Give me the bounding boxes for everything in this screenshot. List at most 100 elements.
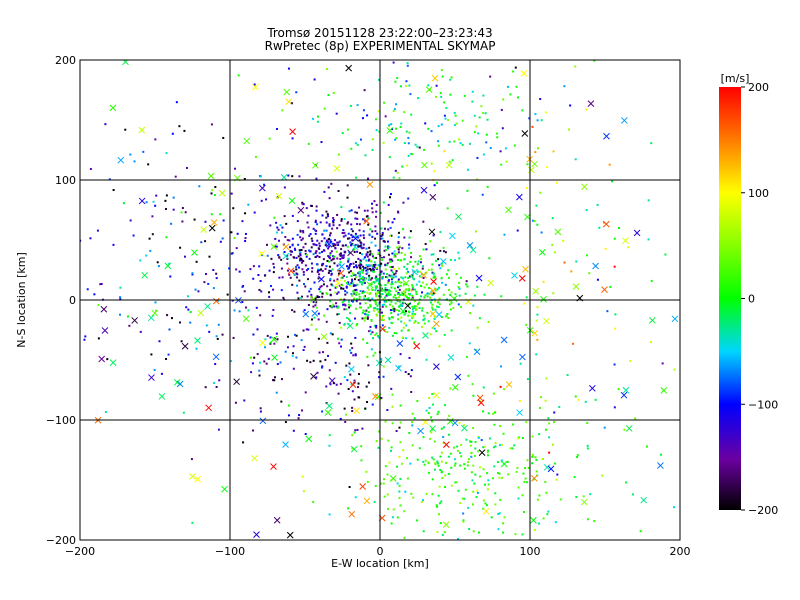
data-point-x bbox=[271, 354, 278, 361]
data-point bbox=[525, 186, 528, 189]
data-point bbox=[328, 224, 331, 227]
data-point bbox=[484, 112, 487, 115]
data-point bbox=[390, 269, 393, 272]
data-point bbox=[157, 265, 160, 268]
data-point bbox=[402, 449, 405, 452]
data-point bbox=[436, 288, 439, 291]
data-point bbox=[365, 470, 368, 473]
data-point bbox=[361, 292, 364, 295]
data-point bbox=[461, 143, 464, 146]
data-point bbox=[384, 283, 387, 286]
data-point bbox=[270, 257, 273, 260]
data-point bbox=[234, 401, 237, 404]
data-point bbox=[217, 323, 220, 326]
data-point-x bbox=[621, 117, 628, 124]
data-point bbox=[358, 206, 361, 209]
data-point bbox=[410, 274, 413, 277]
data-point bbox=[393, 307, 396, 310]
data-point bbox=[380, 287, 383, 290]
data-point bbox=[332, 224, 335, 227]
data-point bbox=[365, 298, 368, 301]
data-point bbox=[586, 422, 589, 425]
data-point bbox=[432, 253, 435, 256]
data-point bbox=[344, 244, 347, 247]
data-point bbox=[273, 266, 276, 269]
data-point bbox=[310, 237, 313, 240]
data-point bbox=[379, 295, 382, 298]
data-point bbox=[301, 268, 304, 271]
data-point bbox=[371, 331, 374, 334]
data-point bbox=[349, 373, 352, 376]
data-point bbox=[437, 125, 440, 128]
data-point bbox=[487, 320, 490, 323]
data-point bbox=[344, 420, 347, 423]
data-point bbox=[660, 453, 663, 456]
data-point bbox=[305, 328, 308, 331]
data-point bbox=[390, 266, 393, 269]
data-point bbox=[476, 326, 479, 329]
data-point bbox=[259, 175, 262, 178]
data-point bbox=[420, 295, 423, 298]
data-point bbox=[165, 236, 168, 239]
data-point bbox=[415, 293, 418, 296]
data-point-x bbox=[253, 531, 260, 538]
data-point bbox=[323, 249, 326, 252]
data-point bbox=[122, 202, 125, 205]
data-point bbox=[312, 253, 315, 256]
data-point bbox=[380, 311, 383, 314]
data-point bbox=[330, 272, 333, 275]
data-point bbox=[275, 221, 278, 224]
data-point bbox=[449, 258, 452, 261]
data-point bbox=[352, 273, 355, 276]
data-point bbox=[351, 278, 354, 281]
data-point-x bbox=[318, 275, 325, 283]
data-point bbox=[477, 450, 480, 453]
data-point bbox=[348, 486, 351, 489]
data-point bbox=[526, 459, 529, 462]
data-point bbox=[446, 207, 449, 210]
data-point bbox=[167, 353, 170, 356]
data-point bbox=[562, 239, 565, 242]
data-point-x bbox=[531, 329, 539, 337]
data-point bbox=[287, 67, 290, 70]
data-point bbox=[355, 176, 358, 179]
data-point bbox=[531, 219, 534, 222]
data-point-x bbox=[520, 69, 528, 77]
data-point bbox=[366, 316, 369, 319]
data-point bbox=[536, 119, 539, 122]
data-point bbox=[574, 158, 577, 161]
data-point bbox=[408, 311, 411, 314]
data-point bbox=[519, 362, 522, 365]
data-point-x bbox=[200, 226, 208, 234]
data-point bbox=[439, 92, 442, 95]
data-point bbox=[128, 324, 131, 327]
data-point bbox=[310, 246, 313, 249]
data-point bbox=[336, 213, 339, 216]
data-point bbox=[396, 280, 399, 283]
data-point-x bbox=[547, 465, 555, 473]
data-point bbox=[589, 493, 592, 496]
data-point bbox=[462, 520, 465, 523]
data-point bbox=[370, 283, 373, 286]
data-point bbox=[265, 362, 268, 365]
data-point bbox=[334, 291, 337, 294]
data-point bbox=[435, 330, 438, 333]
data-point bbox=[86, 288, 89, 291]
data-point bbox=[361, 269, 364, 272]
data-point bbox=[348, 349, 351, 352]
data-point bbox=[467, 506, 470, 509]
data-point bbox=[525, 323, 528, 326]
data-point bbox=[482, 153, 485, 156]
data-point bbox=[432, 292, 435, 295]
data-point bbox=[368, 258, 371, 261]
data-point bbox=[335, 302, 338, 305]
data-point bbox=[486, 472, 489, 475]
data-point bbox=[96, 229, 99, 232]
data-point bbox=[184, 211, 187, 214]
data-point bbox=[336, 264, 339, 267]
data-point bbox=[403, 510, 406, 513]
data-point bbox=[272, 288, 275, 291]
data-point bbox=[373, 299, 376, 302]
data-point bbox=[272, 379, 275, 382]
data-point bbox=[401, 277, 404, 280]
